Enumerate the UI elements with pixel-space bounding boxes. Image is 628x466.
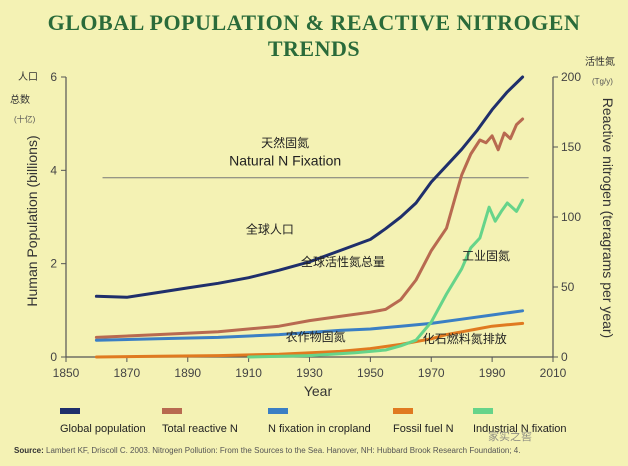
- chart-annotation: 全球人口: [246, 221, 294, 236]
- chart-annotation: 天然固氮: [261, 135, 309, 150]
- y-right-tick-label: 50: [561, 280, 575, 294]
- x-tick-label: 1950: [357, 366, 384, 380]
- x-tick-label: 1850: [53, 366, 80, 380]
- y-axis-label-left: Human Population (billions): [24, 135, 40, 306]
- series-line: [94, 75, 525, 299]
- y-right-tick-label: 150: [561, 140, 581, 154]
- y-axis-label-right: Reactive nitrogen (teragrams per year): [600, 98, 616, 338]
- chart-annotation: 化石燃料氮排放: [423, 331, 507, 346]
- x-tick-label: 1890: [174, 366, 201, 380]
- x-tick-label: 1930: [296, 366, 323, 380]
- y-right-tick-label: 200: [561, 70, 581, 84]
- y-right-cn-unit: (Tg/y): [592, 77, 613, 86]
- x-tick-label: 1870: [114, 366, 141, 380]
- series-line: [247, 198, 525, 359]
- source-citation: Source: Lambert KF, Driscoll C. 2003. Ni…: [14, 446, 614, 455]
- y-left-cn-label: 人口: [18, 71, 38, 83]
- y-right-cn-label: 活性氮: [585, 55, 615, 68]
- legend-label: Total reactive N: [162, 423, 238, 435]
- legend-label: Global population: [60, 423, 146, 435]
- legend-swatch: [393, 408, 413, 414]
- y-left-cn-unit: (十亿): [14, 114, 36, 124]
- y-left-tick-label: 4: [50, 163, 57, 177]
- chart-title: GLOBAL POPULATION & REACTIVE NITROGEN TR…: [47, 10, 581, 61]
- series-line: [94, 309, 525, 342]
- chart-annotation: Natural N Fixation: [229, 153, 341, 169]
- source-label: Source:: [14, 446, 44, 455]
- chart-annotation: 工业固氮: [462, 248, 510, 263]
- x-tick-label: 1970: [418, 366, 445, 380]
- chart-annotation: 全球活性氮总量: [301, 254, 385, 269]
- x-tick-label: 2010: [540, 366, 567, 380]
- y-right-tick-label: 100: [561, 210, 581, 224]
- chart-annotation: 农作物固氮: [286, 329, 346, 344]
- x-tick-label: 1910: [235, 366, 262, 380]
- legend-swatch: [473, 408, 493, 414]
- legend-label: Industrial N fixation: [473, 423, 567, 435]
- y-left-tick-label: 0: [50, 350, 57, 364]
- legend-swatch: [60, 408, 80, 414]
- y-right-tick-label: 0: [561, 350, 568, 364]
- y-left-tick-label: 2: [50, 257, 57, 271]
- legend-swatch: [268, 408, 288, 414]
- source-text: Lambert KF, Driscoll C. 2003. Nitrogen P…: [43, 446, 521, 455]
- watermark-text: 家实之窖: [488, 430, 532, 443]
- legend-label: N fixation in cropland: [268, 423, 371, 435]
- series-line: [94, 117, 525, 339]
- y-left-cn-label: 总数: [10, 93, 30, 106]
- y-left-tick-label: 6: [50, 70, 57, 84]
- x-tick-label: 1990: [479, 366, 506, 380]
- legend-label: Fossil fuel N: [393, 423, 454, 435]
- legend-swatch: [162, 408, 182, 414]
- x-axis-label: Year: [304, 383, 333, 399]
